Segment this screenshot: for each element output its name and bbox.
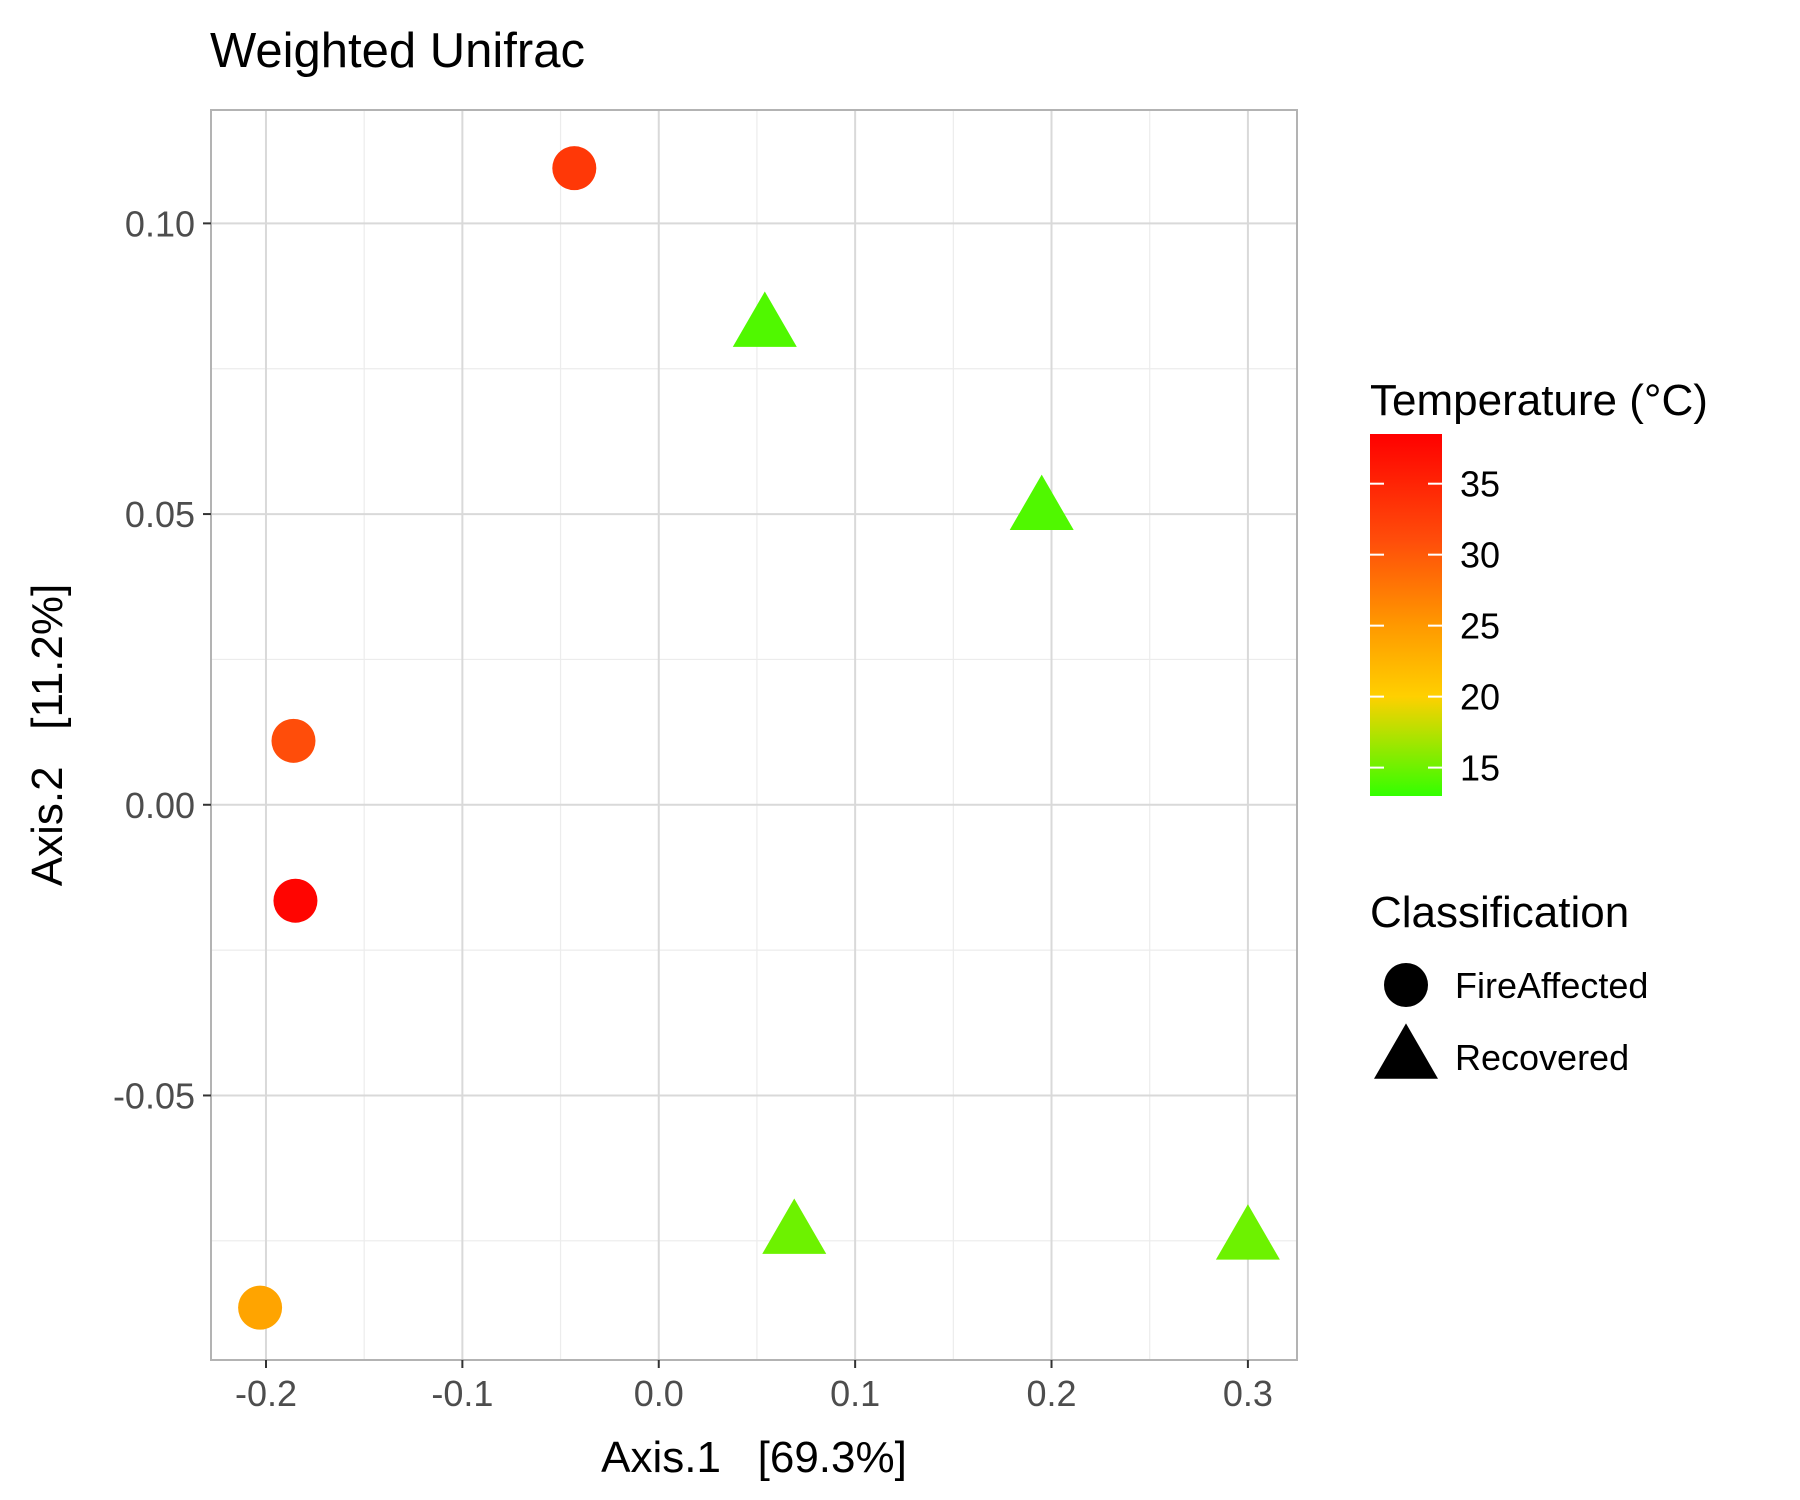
- temperature-colorbar: [1370, 434, 1442, 796]
- temperature-legend-title: Temperature (°C): [1370, 376, 1708, 425]
- data-point-fireaffected: [552, 146, 597, 191]
- x-tick-label: 0.3: [1223, 1373, 1273, 1414]
- data-point-recovered: [762, 1198, 827, 1254]
- x-tick-label: 0.2: [1026, 1373, 1076, 1414]
- y-tick-label: 0.05: [125, 494, 195, 535]
- y-tick-label: -0.05: [113, 1075, 195, 1116]
- data-point-fireaffected: [271, 718, 316, 763]
- x-axis-label: Axis.1 [69.3%]: [601, 1433, 907, 1482]
- classification-legend-label: Recovered: [1455, 1037, 1629, 1078]
- x-tick-label: 0.1: [830, 1373, 880, 1414]
- chart-title: Weighted Unifrac: [210, 24, 585, 78]
- data-point-recovered: [1215, 1204, 1280, 1260]
- classification-legend-label: FireAffected: [1455, 965, 1648, 1006]
- data-point-recovered: [732, 291, 797, 347]
- classification-legend-title: Classification: [1370, 888, 1629, 937]
- data-point-fireaffected: [273, 878, 318, 923]
- temperature-legend: Temperature (°C) 15 20 25 30 35: [1370, 376, 1708, 796]
- colorbar-tick-label: 25: [1460, 606, 1500, 647]
- temperature-colorbar-ticks: 15 20 25 30 35: [1370, 464, 1500, 789]
- data-point-fireaffected: [238, 1285, 283, 1330]
- plot-background: [211, 110, 1297, 1360]
- colorbar-tick-label: 35: [1460, 464, 1500, 505]
- data-point-recovered: [1009, 474, 1074, 531]
- x-axis-ticks: -0.2 -0.1 0.0 0.1 0.2 0.3: [235, 1360, 1273, 1414]
- plot-panel: [210, 109, 1298, 1361]
- colorbar-tick-label: 20: [1460, 677, 1500, 718]
- classification-legend-items: FireAffected Recovered: [1374, 963, 1648, 1079]
- colorbar-tick-label: 30: [1460, 535, 1500, 576]
- x-tick-label: 0.0: [634, 1373, 684, 1414]
- x-tick-label: -0.2: [235, 1373, 297, 1414]
- classification-legend: Classification FireAffected Recovered: [1370, 888, 1648, 1079]
- fireaffected-legend-icon: [1384, 963, 1428, 1007]
- data-points: [238, 146, 1280, 1330]
- colorbar-tick-label: 15: [1460, 748, 1500, 789]
- x-tick-label: -0.1: [431, 1373, 493, 1414]
- recovered-legend-icon: [1374, 1023, 1438, 1079]
- y-axis-label: Axis.2 [11.2%]: [23, 584, 72, 886]
- major-gridlines: [211, 110, 1297, 1360]
- y-tick-label: 0.10: [125, 203, 195, 244]
- y-axis-ticks: -0.05 0.00 0.05 0.10: [113, 203, 211, 1116]
- plot-border: [210, 109, 1298, 1361]
- y-tick-label: 0.00: [125, 785, 195, 826]
